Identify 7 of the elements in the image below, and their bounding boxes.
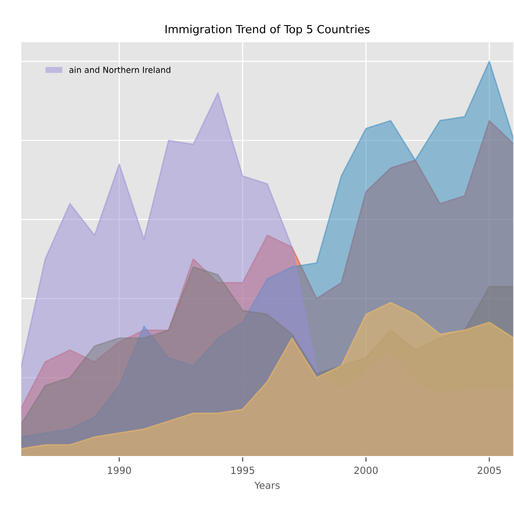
legend-label: ain and Northern Ireland	[69, 66, 170, 73]
x-tick-label: 2000	[354, 466, 378, 474]
chart-title: Immigration Trend of Top 5 Countries	[166, 24, 370, 36]
x-axis-title: Years	[254, 482, 280, 489]
x-tick-label: 1995	[231, 466, 254, 474]
x-tick-label: 2005	[478, 466, 501, 474]
x-tick-label: 1990	[108, 466, 131, 474]
